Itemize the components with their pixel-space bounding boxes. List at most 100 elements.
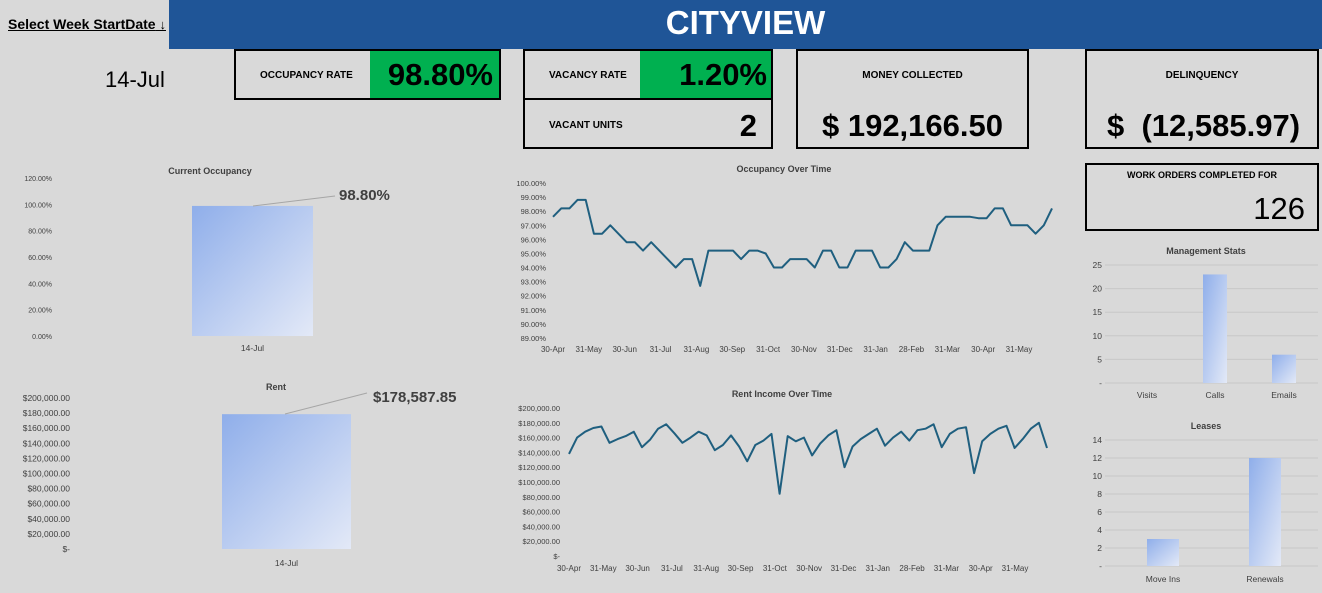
x-tick-label: 30-Nov	[791, 345, 817, 354]
x-category-label: 14-Jul	[241, 343, 264, 353]
y-tick-label: 97.00%	[521, 221, 547, 230]
x-tick-label: 30-Jun	[612, 345, 636, 354]
delinquency-card: DELINQUENCY $ (12,585.97)	[1085, 49, 1319, 149]
y-tick-label: 10	[1093, 471, 1103, 481]
y-tick-label: 10	[1093, 331, 1103, 341]
x-tick-label: 30-Sep	[728, 564, 754, 573]
x-tick-label: 30-Apr	[541, 345, 565, 354]
y-tick-label: 98.00%	[521, 207, 547, 216]
y-tick-label: 14	[1093, 435, 1103, 445]
week-label: 14-Jul	[105, 67, 165, 92]
current-occupancy-chart: Current Occupancy 0.00% 20.00% 40.00% 60.00%…	[24, 166, 390, 353]
y-tick-label: $40,000.00	[522, 522, 560, 531]
x-tick-label: 31-May	[576, 345, 603, 354]
x-tick-label: 31-Mar	[935, 345, 961, 354]
x-tick-label: 31-Mar	[934, 564, 960, 573]
vacant-units-value: 2	[739, 108, 757, 143]
series-line	[568, 421, 1048, 495]
x-category-label: Emails	[1271, 390, 1297, 400]
y-tick-label: 4	[1097, 525, 1102, 535]
money-collected-value: $ 192,166.50	[821, 108, 1003, 143]
money-collected-card: MONEY COLLECTED $ 192,166.50	[796, 49, 1029, 149]
y-tick-label: $200,000.00	[23, 393, 71, 403]
x-category-label: Renewals	[1246, 574, 1283, 584]
y-tick-label: 5	[1097, 354, 1102, 364]
work-orders-label: WORK ORDERS COMPLETED FOR	[1127, 170, 1277, 180]
y-tick-label: 12	[1093, 453, 1103, 463]
x-tick-label: 30-Sep	[719, 345, 745, 354]
x-tick-label: 30-Nov	[796, 564, 822, 573]
y-tick-label: 90.00%	[521, 320, 547, 329]
y-tick-label: $100,000.00	[23, 469, 71, 479]
y-tick-label: $80,000.00	[27, 484, 70, 494]
delinquency-label: DELINQUENCY	[1165, 70, 1239, 81]
y-tick-label: 15	[1093, 307, 1103, 317]
data-label-leader	[252, 195, 336, 207]
y-tick-label: 94.00%	[521, 264, 547, 273]
header-banner	[169, 0, 1322, 49]
y-tick-label: $200,000.00	[518, 404, 560, 413]
x-tick-label: 30-Apr	[969, 564, 993, 573]
y-tick-label: 40.00%	[28, 281, 52, 288]
arrow-down-icon[interactable]: ↓	[159, 17, 166, 32]
x-tick-label: 31-Oct	[763, 564, 788, 573]
money-collected-label: MONEY COLLECTED	[862, 70, 963, 81]
y-tick-label: $-	[553, 552, 560, 561]
x-tick-label: 30-Apr	[971, 345, 995, 354]
x-tick-label: 31-Aug	[693, 564, 719, 573]
x-tick-label: 31-May	[1006, 345, 1033, 354]
chart-title: Occupancy Over Time	[737, 164, 832, 174]
x-category-label: 14-Jul	[275, 558, 298, 568]
work-orders-card: WORK ORDERS COMPLETED FOR 126	[1085, 163, 1319, 231]
x-category-label: Calls	[1206, 390, 1225, 400]
delinquency-value: $ (12,585.97)	[1107, 108, 1301, 143]
y-tick-label: $20,000.00	[522, 537, 560, 546]
y-tick-label: $180,000.00	[23, 408, 71, 418]
y-tick-label: 20	[1093, 284, 1103, 294]
y-tick-label: $-	[62, 544, 70, 554]
y-tick-label: $120,000.00	[518, 463, 560, 472]
bar	[192, 205, 313, 336]
y-tick-label: $160,000.00	[518, 434, 560, 443]
x-tick-label: 28-Feb	[899, 564, 925, 573]
data-label: $178,587.85	[373, 389, 456, 406]
x-tick-label: 31-Oct	[756, 345, 781, 354]
bar	[1249, 458, 1281, 566]
y-tick-label: $160,000.00	[23, 423, 71, 433]
chart-title: Leases	[1191, 421, 1222, 431]
y-tick-label: $180,000.00	[518, 419, 560, 428]
y-tick-label: 60.00%	[28, 255, 52, 262]
x-tick-label: 31-Dec	[831, 564, 857, 573]
chart-title: Current Occupancy	[168, 166, 252, 176]
y-tick-label: 8	[1097, 489, 1102, 499]
y-tick-label: 80.00%	[28, 229, 52, 236]
x-category-label: Visits	[1137, 390, 1157, 400]
vacant-units-label: VACANT UNITS	[549, 120, 623, 131]
y-tick-label: $60,000.00	[522, 508, 560, 517]
y-tick-label: $100,000.00	[518, 478, 560, 487]
bar	[1203, 274, 1227, 383]
x-category-label: Move Ins	[1146, 574, 1181, 584]
select-week-control[interactable]: Select Week StartDate ↓	[8, 16, 166, 32]
y-tick-label: 100.00%	[516, 179, 546, 188]
x-tick-label: 31-Jul	[661, 564, 683, 573]
occupancy-rate-card: OCCUPANCY RATE 98.80%	[234, 49, 501, 100]
y-tick-label: 92.00%	[521, 292, 547, 301]
vacancy-rate-value: 1.20%	[640, 51, 771, 98]
select-week-label[interactable]: Select Week StartDate	[8, 16, 156, 32]
y-tick-label: 0.00%	[32, 334, 52, 341]
x-tick-label: 30-Jun	[625, 564, 649, 573]
y-tick-label: $20,000.00	[27, 529, 70, 539]
y-tick-label: 120.00%	[24, 176, 52, 183]
x-tick-label: 30-Apr	[557, 564, 581, 573]
management-stats-chart: Management Stats - 5 10 15 20 25 Visits Calls Ema…	[1093, 246, 1318, 400]
y-tick-label: 96.00%	[521, 235, 547, 244]
work-orders-value: 126	[1253, 191, 1305, 226]
y-tick-label: $120,000.00	[23, 453, 71, 463]
vacancy-rate-card: VACANCY RATE 1.20%	[523, 49, 773, 100]
x-tick-label: 31-Jan	[866, 564, 890, 573]
y-tick-label: 2	[1097, 543, 1102, 553]
y-tick-label: 25	[1093, 260, 1103, 270]
series-line	[552, 198, 1053, 287]
